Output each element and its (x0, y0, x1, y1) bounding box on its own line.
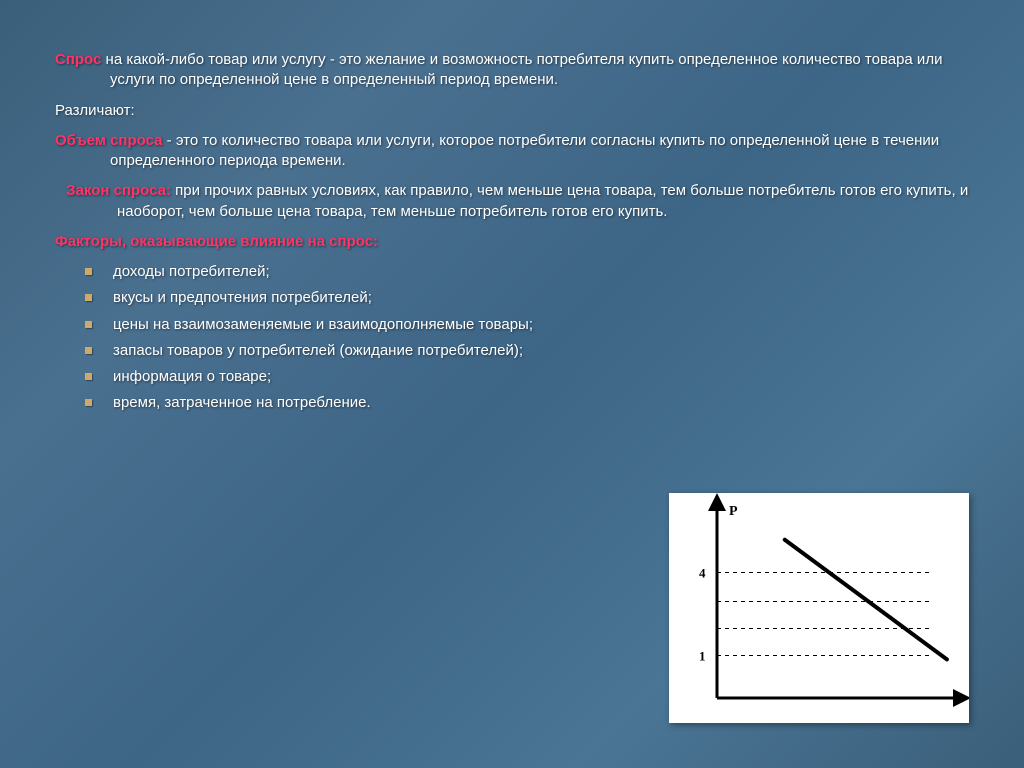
para-factors-heading: Факторы, оказывающие влияние на спрос: (55, 232, 969, 252)
term-demand: Спрос (55, 51, 101, 68)
demand-chart: P 4 1 (669, 493, 969, 723)
factors-list: доходы потребителей; вкусы и предпочтени… (55, 262, 969, 414)
list-item: запасы товаров у потребителей (ожидание … (85, 341, 969, 361)
term-volume: Объем спроса (55, 132, 162, 149)
svg-text:1: 1 (699, 649, 706, 664)
text-demand: на какой-либо товар или услугу - это жел… (101, 51, 942, 88)
para-demand: Спрос на какой-либо товар или услугу - э… (55, 50, 969, 91)
list-item: цены на взаимозаменяемые и взаимодополня… (85, 315, 969, 335)
term-law: Закон спроса: (66, 182, 171, 199)
para-distinguish: Различают: (55, 101, 969, 121)
svg-text:4: 4 (699, 566, 706, 581)
list-item: информация о товаре; (85, 367, 969, 387)
para-volume: Объем спроса - это то количество товара … (55, 131, 969, 172)
slide-content: Спрос на какой-либо товар или услугу - э… (55, 50, 969, 414)
para-law: Закон спроса: при прочих равных условиях… (55, 181, 969, 222)
list-item: время, затраченное на потребление. (85, 393, 969, 413)
text-law: при прочих равных условиях, как правило,… (117, 182, 968, 219)
chart-svg: P 4 1 (669, 493, 969, 723)
list-item: доходы потребителей; (85, 262, 969, 282)
text-volume: - это то количество товара или услуги, к… (110, 132, 939, 169)
list-item: вкусы и предпочтения потребителей; (85, 288, 969, 308)
svg-text:P: P (729, 504, 738, 519)
